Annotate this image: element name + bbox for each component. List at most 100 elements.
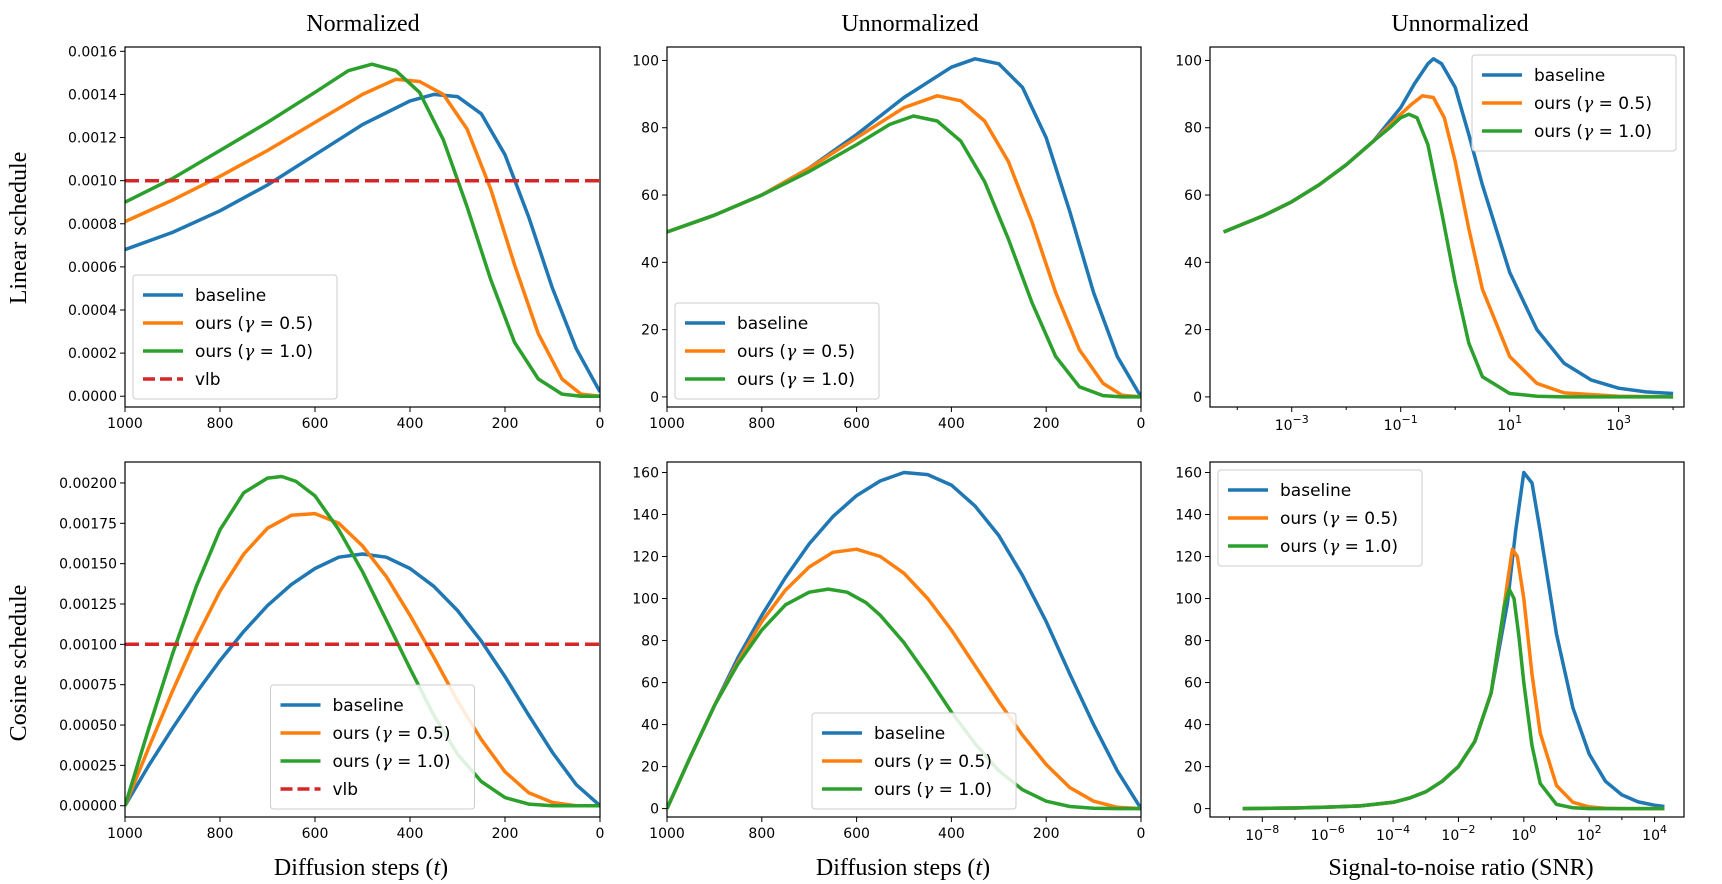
- legend-box: [132, 274, 338, 400]
- y-tick-label: 0: [1193, 390, 1202, 406]
- y-tick-label: 100: [1175, 53, 1202, 69]
- x-tick-label: 800: [748, 826, 775, 842]
- series-group: [667, 57, 1141, 399]
- y-tick-label: 160: [1175, 466, 1202, 482]
- legend-label-baseline: baseline: [333, 696, 404, 716]
- y-tick-label: 0.0014: [68, 87, 117, 103]
- y-tick-label: 0.0006: [68, 260, 117, 276]
- x-tick-label: 100: [1511, 823, 1536, 844]
- legend-label-baseline: baseline: [1280, 481, 1351, 501]
- x-tick-label: 600: [843, 416, 870, 432]
- y-tick-label: 0.00075: [59, 678, 117, 694]
- x-tick-label: 800: [207, 416, 234, 432]
- x-tick-label: 10−2: [1441, 823, 1475, 844]
- y-tick-label: 100: [632, 592, 659, 608]
- legend: baseline ours (γ = 0.5) ours (γ = 1.0): [811, 712, 1017, 810]
- chart-cos_norm: 0.00000 0.00025 0.00050 0.00075 0.00100 0.001…: [59, 461, 604, 842]
- x-tick-label: 1000: [107, 416, 143, 432]
- x-tick-label: 600: [302, 416, 329, 432]
- legend-box: [674, 302, 880, 400]
- y-tick-label: 20: [641, 760, 659, 776]
- legend-label-ours10: ours (γ = 1.0): [1534, 122, 1652, 142]
- legend-label-ours05: ours (γ = 0.5): [1534, 94, 1652, 114]
- series-line-ours10: [125, 62, 600, 398]
- chart-lin_norm: 0.0000 0.0002 0.0004 0.0006 0.0008 0.0010 0.00…: [68, 44, 604, 432]
- legend-box: [1471, 54, 1677, 152]
- x-tick-label: 104: [1642, 823, 1667, 844]
- series-line-ours10: [125, 474, 600, 808]
- x-tick-label: 600: [302, 826, 329, 842]
- col-title-2: Unnormalized: [841, 11, 978, 37]
- x-tick-label: 10−8: [1245, 823, 1279, 844]
- legend-label-ours05: ours (γ = 0.5): [874, 752, 992, 772]
- series-line-ours05: [125, 77, 600, 398]
- legend-label-vlb: vlb: [195, 370, 221, 390]
- legend-label-ours10: ours (γ = 1.0): [195, 342, 313, 362]
- legend-label-baseline: baseline: [874, 724, 945, 744]
- y-tick-label: 0.0016: [68, 44, 117, 60]
- legend: baseline ours (γ = 0.5) ours (γ = 1.0) vlb: [132, 274, 338, 400]
- x-label-col2: Diffusion steps (t): [816, 855, 990, 881]
- series-line-ours10: [1222, 112, 1674, 399]
- plot-frame: [124, 46, 601, 408]
- legend-label-ours05: ours (γ = 0.5): [737, 342, 855, 362]
- x-tick-label: 101: [1497, 413, 1522, 434]
- series-line-baseline: [125, 92, 600, 393]
- legend-label-ours10: ours (γ = 1.0): [874, 780, 992, 800]
- y-tick-label: 0.00100: [59, 637, 117, 653]
- y-tick-label: 60: [1184, 676, 1202, 692]
- series-line-ours05: [125, 511, 600, 808]
- y-tick-label: 0.0010: [68, 174, 117, 190]
- x-tick-label: 200: [492, 416, 519, 432]
- legend-box: [1217, 469, 1423, 567]
- plot-frame: [1209, 461, 1685, 818]
- y-tick-label: 40: [641, 255, 659, 271]
- row-label-linear: Linear schedule: [6, 152, 32, 305]
- x-label-col1: Diffusion steps (t): [274, 855, 448, 881]
- series-line-baseline: [125, 552, 600, 808]
- y-tick-label: 0.00125: [59, 597, 117, 613]
- y-tick-label: 100: [632, 53, 659, 69]
- y-tick-label: 80: [1184, 121, 1202, 137]
- series-group: [667, 470, 1141, 811]
- y-tick-label: 20: [1184, 323, 1202, 339]
- y-tick-label: 60: [1184, 188, 1202, 204]
- y-tick-label: 0.00200: [59, 476, 117, 492]
- y-tick-label: 60: [641, 188, 659, 204]
- y-tick-label: 0.0012: [68, 131, 117, 147]
- series-line-ours10: [667, 114, 1141, 399]
- x-tick-label: 200: [1033, 826, 1060, 842]
- y-tick-label: 0: [650, 390, 659, 406]
- x-tick-label: 0: [596, 416, 605, 432]
- x-tick-label: 0: [1137, 826, 1146, 842]
- x-tick-label: 200: [492, 826, 519, 842]
- row-label-cosine: Cosine schedule: [6, 585, 32, 742]
- series-line-baseline: [667, 470, 1141, 810]
- legend-label-ours10: ours (γ = 1.0): [333, 752, 451, 772]
- y-tick-label: 20: [1184, 760, 1202, 776]
- y-tick-label: 120: [632, 550, 659, 566]
- series-group: [125, 62, 600, 398]
- x-tick-label: 102: [1577, 823, 1602, 844]
- y-tick-label: 140: [632, 508, 659, 524]
- y-tick-label: 0.0004: [68, 303, 117, 319]
- y-tick-label: 120: [1175, 550, 1202, 566]
- y-tick-label: 0.00025: [59, 758, 117, 774]
- col-title-3: Unnormalized: [1391, 11, 1528, 37]
- x-tick-label: 1000: [649, 416, 685, 432]
- y-tick-label: 0: [650, 802, 659, 818]
- y-tick-label: 0.0002: [68, 346, 117, 362]
- x-tick-label: 10−1: [1384, 413, 1418, 434]
- y-tick-label: 20: [641, 323, 659, 339]
- x-tick-label: 1000: [107, 826, 143, 842]
- y-tick-label: 80: [641, 121, 659, 137]
- y-tick-label: 0.00175: [59, 516, 117, 532]
- legend-label-ours10: ours (γ = 1.0): [737, 370, 855, 390]
- chart-lin_unnorm_t: 0 20 40 60 80 100 1000 800 600 400 200 0 baseline our…: [632, 46, 1145, 432]
- series-group: [1222, 57, 1674, 399]
- y-tick-label: 40: [641, 718, 659, 734]
- legend-label-baseline: baseline: [737, 314, 808, 334]
- plot-frame: [666, 461, 1142, 818]
- x-tick-label: 800: [748, 416, 775, 432]
- chart-cos_unnorm_snr: 0 20 40 60 80 100 120 140 160 10−8 10−6 10−4 10−2 100…: [1175, 461, 1685, 844]
